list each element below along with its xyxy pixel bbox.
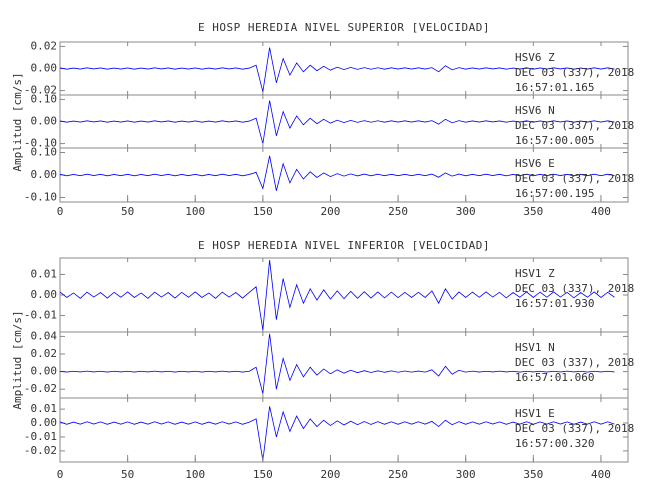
- x-tick-label: 350: [523, 468, 543, 481]
- time-label: 16:57:01.165: [515, 81, 594, 94]
- x-tick-label: 300: [456, 205, 476, 218]
- x-tick-label: 50: [121, 205, 134, 218]
- y-tick-label: -0.10: [24, 137, 57, 150]
- y-tick-label: 0.02: [31, 347, 58, 360]
- x-tick-label: 150: [253, 205, 273, 218]
- waveform: [59, 260, 615, 331]
- y-tick-label: 0.01: [31, 267, 58, 280]
- y-tick-label: 0.00: [31, 168, 58, 181]
- chart-title: E HOSP HEREDIA NIVEL INFERIOR [VELOCIDAD…: [198, 239, 490, 252]
- y-tick-label: -0.02: [24, 84, 57, 97]
- station-label: HSV1 N: [515, 341, 555, 354]
- date-label: DEC 03 (337), 2018: [515, 119, 634, 132]
- x-tick-label: 250: [388, 468, 408, 481]
- x-tick-label: 100: [185, 468, 205, 481]
- x-tick-label: 0: [57, 205, 64, 218]
- y-tick-label: -0.10: [24, 191, 57, 204]
- station-label: HSV1 E: [515, 407, 555, 420]
- y-tick-label: -0.02: [24, 382, 57, 395]
- y-tick-label: 0.01: [31, 402, 58, 415]
- y-tick-label: -0.02: [24, 444, 57, 457]
- time-label: 16:57:00.005: [515, 134, 594, 147]
- date-label: DEC 03 (337), 2018: [515, 172, 634, 185]
- y-tick-label: -0.01: [24, 430, 57, 443]
- y-tick-label: 0.10: [31, 146, 58, 159]
- y-tick-label: 0.02: [31, 39, 58, 52]
- x-tick-label: 300: [456, 468, 476, 481]
- date-label: DEC 03 (337), 2018: [515, 356, 634, 369]
- x-tick-label: 200: [321, 468, 341, 481]
- x-tick-label: 150: [253, 468, 273, 481]
- y-tick-label: 0.10: [31, 92, 58, 105]
- panel-frame: [59, 397, 629, 463]
- y-axis-label: Amplitud [cm/s]: [11, 310, 24, 409]
- waveform: [59, 47, 615, 92]
- x-tick-label: 50: [121, 468, 134, 481]
- y-tick-label: 0.04: [31, 329, 58, 342]
- waveform: [59, 100, 615, 144]
- waveform: [59, 406, 615, 461]
- x-tick-label: 400: [591, 468, 611, 481]
- time-label: 16:57:01.930: [515, 297, 594, 310]
- station-label: HSV6 N: [515, 104, 555, 117]
- date-label: DEC 03 (337), 2018: [515, 422, 634, 435]
- y-axis-label: Amplitud [cm/s]: [11, 72, 24, 171]
- x-tick-label: 0: [57, 468, 64, 481]
- time-label: 16:57:01.060: [515, 371, 594, 384]
- waveform: [59, 155, 615, 191]
- station-label: HSV1 Z: [515, 267, 555, 280]
- y-tick-label: 0.00: [31, 416, 58, 429]
- x-tick-label: 350: [523, 205, 543, 218]
- x-tick-label: 200: [321, 205, 341, 218]
- x-tick-label: 100: [185, 205, 205, 218]
- waveform: [59, 333, 615, 394]
- date-label: DEC 03 (337), 2018: [515, 282, 634, 295]
- y-tick-label: -0.01: [24, 309, 57, 322]
- station-label: HSV6 E: [515, 157, 555, 170]
- y-tick-label: 0.00: [31, 115, 58, 128]
- time-label: 16:57:00.195: [515, 187, 594, 200]
- y-tick-label: 0.00: [31, 365, 58, 378]
- x-tick-label: 250: [388, 205, 408, 218]
- y-tick-label: 0.00: [31, 288, 58, 301]
- chart-title: E HOSP HEREDIA NIVEL SUPERIOR [VELOCIDAD…: [198, 21, 490, 34]
- station-label: HSV6 Z: [515, 51, 555, 64]
- time-label: 16:57:00.320: [515, 437, 594, 450]
- y-tick-label: 0.00: [31, 62, 58, 75]
- x-tick-label: 400: [591, 205, 611, 218]
- date-label: DEC 03 (337), 2018: [515, 66, 634, 79]
